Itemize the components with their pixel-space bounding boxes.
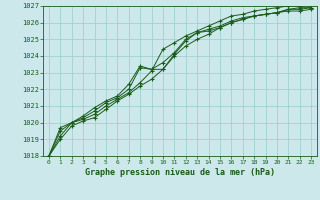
X-axis label: Graphe pression niveau de la mer (hPa): Graphe pression niveau de la mer (hPa) xyxy=(85,168,275,177)
